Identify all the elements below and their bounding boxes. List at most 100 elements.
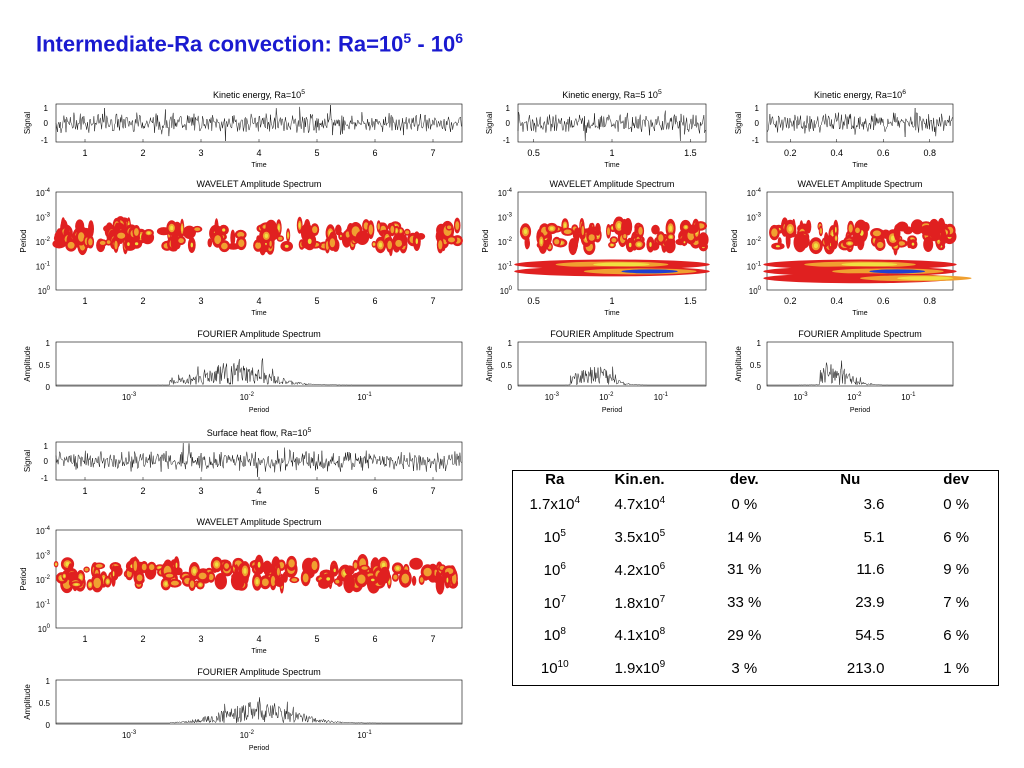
- wavelet-band: [897, 276, 953, 281]
- wavelet-blob: [401, 234, 408, 247]
- wavelet-band: [593, 262, 650, 267]
- wavelet-blob: [623, 234, 627, 239]
- wavelet-blob: [222, 228, 226, 232]
- amplitude-tick-label: 0.5: [750, 361, 762, 370]
- wavelet-blob: [164, 582, 168, 586]
- wavelet-blob: [897, 241, 906, 246]
- x-tick-label: 0.8: [923, 148, 936, 158]
- wavelet-band: [869, 269, 926, 274]
- wavelet-blob: [377, 223, 380, 230]
- wavelet-blob: [684, 226, 688, 229]
- y-axis-label: Signal: [23, 450, 32, 472]
- wavelet-blob: [326, 577, 331, 581]
- wavelet-blob: [255, 579, 259, 585]
- y-tick-label: 0: [506, 119, 511, 128]
- fourier-title: FOURIER Amplitude Spectrum: [197, 667, 321, 677]
- signal-line: [766, 107, 953, 138]
- wavelet-blob: [373, 243, 375, 246]
- wavelet-blob: [611, 238, 617, 243]
- wavelet-blob: [568, 238, 578, 256]
- wavelet-blob: [238, 239, 245, 247]
- x-tick-label: 1.5: [684, 296, 697, 306]
- wavelet-blob: [903, 226, 913, 235]
- wavelet-blob: [390, 225, 395, 234]
- wavelet-blob: [777, 237, 782, 246]
- table-row: 1010 1.9x109 3 % 213.0 1 %: [513, 652, 999, 686]
- plot-frame: [55, 103, 463, 143]
- wavelet-blob: [649, 242, 652, 247]
- series-title: Kinetic energy, Ra=105: [213, 89, 305, 100]
- x-tick-label: 4: [256, 634, 261, 644]
- x-tick-label: 4: [256, 148, 261, 158]
- period-tick-label: 100: [38, 286, 51, 296]
- wavelet-blob: [621, 218, 628, 237]
- wavelet-band: [621, 269, 678, 274]
- x-tick-label: 5: [314, 486, 319, 496]
- wavelet-blob: [99, 240, 106, 245]
- x-tick-label: 6: [372, 486, 377, 496]
- wavelet-blob: [112, 571, 115, 577]
- wavelet-blob: [387, 240, 393, 250]
- y-axis-label: Amplitude: [485, 346, 494, 382]
- wavelet-blob: [872, 230, 882, 237]
- x-tick-label: 0.6: [877, 148, 890, 158]
- wavelet-blob: [447, 225, 452, 230]
- x-axis-label: Time: [251, 310, 266, 317]
- wavelet-blob: [669, 235, 673, 239]
- wavelet-blob: [304, 219, 311, 234]
- cell-ra: 1.7x104: [529, 495, 581, 514]
- table-row: 106 4.2x106 31 % 11.6 9 %: [513, 554, 999, 587]
- wavelet-blob: [78, 232, 85, 242]
- wavelet-blob: [311, 560, 318, 571]
- wavelet-blob: [208, 573, 214, 581]
- wavelet-blob: [893, 224, 901, 241]
- wavelet-blob: [396, 566, 400, 571]
- wavelet-blob: [63, 574, 66, 578]
- wavelet-blob: [190, 242, 193, 248]
- wavelet-blob: [788, 226, 792, 232]
- cell-dev: 29 %: [727, 626, 762, 644]
- wavelet-blob: [192, 568, 197, 574]
- x-tick-label: 6: [372, 148, 377, 158]
- y-tick-label: 1: [44, 104, 49, 113]
- wavelet-blob: [133, 560, 138, 571]
- period-tick-label: 10-2: [599, 392, 614, 402]
- wavelet-blob: [617, 223, 621, 229]
- y-tick-label: 1: [506, 104, 511, 113]
- period-tick-label: 10-1: [498, 262, 513, 272]
- wavelet-blob: [610, 244, 614, 246]
- amplitude-tick-label: 1: [757, 339, 762, 348]
- period-tick-label: 100: [500, 286, 513, 296]
- table-row: 1.7x104 4.7x104 0 % 3.6 0 %: [513, 488, 999, 521]
- cell-dev2: 1 %: [943, 659, 970, 677]
- wavelet-blob: [368, 224, 373, 235]
- cell-ra: 1010: [540, 659, 569, 678]
- x-tick-label: 2: [140, 148, 145, 158]
- wavelet-blob: [298, 222, 301, 228]
- wavelet-blob: [207, 238, 213, 248]
- wavelet-blob: [638, 226, 643, 235]
- amplitude-tick-label: 0: [46, 721, 51, 730]
- wavelet-blob: [438, 240, 443, 250]
- wavelet-blob: [329, 238, 336, 248]
- wavelet-blob: [127, 242, 130, 247]
- x-tick-label: 1.5: [684, 148, 697, 158]
- wavelet-blob: [581, 225, 585, 236]
- period-tick-label: 10-4: [498, 188, 513, 198]
- period-tick-label: 10-2: [36, 575, 51, 585]
- plot-frame: [766, 103, 954, 143]
- wavelet-blob: [448, 237, 455, 243]
- wavelet-blob: [114, 240, 118, 250]
- x-tick-label: 1: [82, 486, 87, 496]
- wavelet-blob: [170, 580, 179, 586]
- cell-kinetic-energy: 3.5x105: [614, 528, 666, 547]
- wavelet-title: WAVELET Amplitude Spectrum: [197, 179, 322, 189]
- x-tick-label: 1: [609, 148, 614, 158]
- wavelet-blob: [771, 228, 778, 237]
- period-tick-label: 10-3: [122, 730, 137, 740]
- wavelet-blob: [378, 242, 383, 248]
- wavelet-blob: [335, 579, 340, 584]
- wavelet-blob: [353, 562, 358, 569]
- cell-kinetic-energy: 1.8x107: [614, 593, 666, 612]
